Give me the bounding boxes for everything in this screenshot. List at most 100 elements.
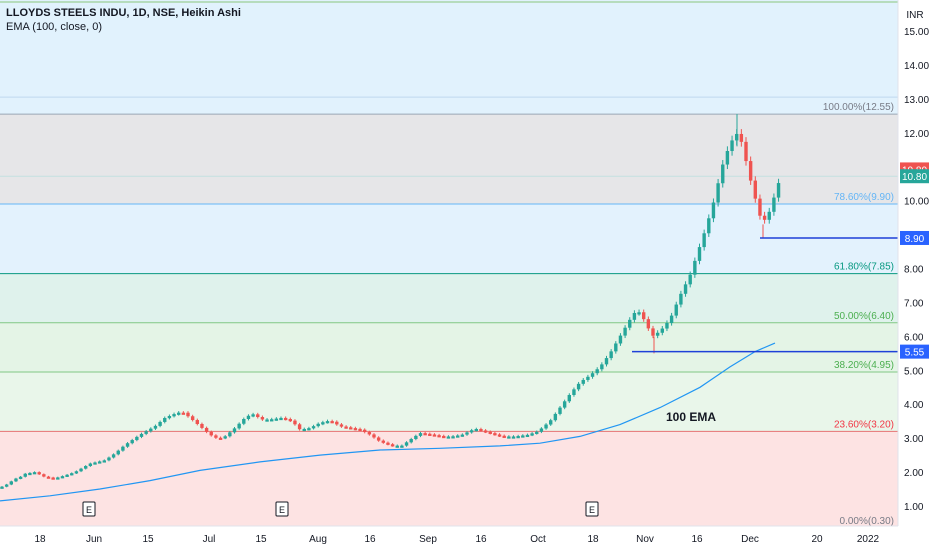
candle-body [474,429,478,432]
candle-body [214,435,218,438]
price-badge [900,230,929,245]
x-tick-label: Sep [419,534,437,545]
candle-body [153,425,158,429]
candle-body [218,437,223,440]
fib-zone [0,114,898,205]
candle-body [586,376,590,380]
candle-body [107,457,111,461]
candle-body [558,407,562,414]
candle-body [488,431,492,434]
candle-body [42,474,46,477]
candle-body [609,351,613,359]
candle-body [367,432,372,435]
x-tick-label: Dec [741,534,759,545]
candle-body [614,343,618,352]
candle-body [674,304,678,316]
candle-body [195,420,199,424]
candle-body [469,430,474,433]
fib-zone [0,204,898,274]
y-tick-label: 7.00 [904,298,924,309]
x-tick-label: Oct [530,534,546,545]
candle-body [521,435,525,438]
x-tick-label: Jun [86,534,102,545]
candle-body [246,415,251,420]
ema-100-line [0,342,776,502]
candle-body [335,421,339,425]
candle-body [497,434,502,437]
candle-body [93,462,97,465]
candle-body [693,260,697,275]
fib-level-label: 0.00%(0.30) [840,516,894,527]
candle-body [390,444,395,447]
candle-body [493,433,497,436]
symbol-title[interactable]: LLOYDS STEELS INDU, 1D, NSE, Heikin Ashi [6,7,241,19]
candle-body [139,433,144,437]
price-badge-label: 5.55 [905,348,925,359]
candle-body [9,481,13,485]
candle-body [669,315,674,324]
candle-body [567,394,571,402]
candle-body [339,424,344,427]
candle-body [74,471,79,474]
candle-body [772,197,776,212]
y-tick-label: 1.00 [904,502,924,513]
y-tick-label: 3.00 [904,434,924,445]
candle-body [655,332,660,336]
y-tick-label: 10.00 [904,197,929,208]
fib-level-label: 23.60%(3.20) [834,419,894,430]
candle-body [293,420,297,425]
candle-body [628,319,632,328]
fib-level-label: 38.20%(4.95) [834,360,894,371]
ema-annotation: 100 EMA [666,410,716,424]
candle-body [181,412,186,415]
candle-body [776,183,781,198]
candle-body [679,293,683,305]
candle-body [200,423,204,428]
earnings-marker: E [585,501,599,517]
x-tick-label: 18 [587,534,599,545]
candle-body [349,427,353,430]
candle-body [525,434,530,438]
candle-body [274,418,279,421]
candle-body [311,426,316,429]
price-axis [898,0,932,550]
candle-body [186,412,190,417]
candle-body [209,431,213,436]
earnings-marker-label: E [86,505,92,515]
candle-body [242,419,246,424]
candle-body [646,319,651,329]
candle-body [37,472,41,475]
candle-body [149,428,153,432]
candle-body [660,328,664,333]
candle-body [716,183,720,203]
fib-zone [0,371,898,432]
candle-body [330,421,334,424]
candle-body [167,415,172,419]
x-tick-label: 20 [811,534,823,545]
x-tick-label: 16 [475,534,487,545]
candle-body [725,151,730,165]
earnings-marker-box [585,501,599,517]
candle-body [204,427,209,432]
candle-body [595,369,599,374]
candle-body [744,141,748,162]
candle-body [325,421,330,424]
y-tick-label: 14.00 [904,61,929,72]
candle-body [372,434,376,438]
candle-body [177,412,181,415]
candle-body [158,421,162,426]
earnings-marker-box [275,501,289,517]
candle-body [651,328,655,336]
candle-body [451,436,455,439]
candle-body [418,433,423,436]
candle-body [144,431,148,434]
candle-body [428,433,432,436]
fib-zone [0,0,898,115]
candle-body [590,373,595,377]
indicator-label[interactable]: EMA (100, close, 0) [6,21,102,33]
x-tick-label: 2022 [857,534,880,545]
x-tick-label: 18 [34,534,46,545]
candle-body [581,379,585,384]
